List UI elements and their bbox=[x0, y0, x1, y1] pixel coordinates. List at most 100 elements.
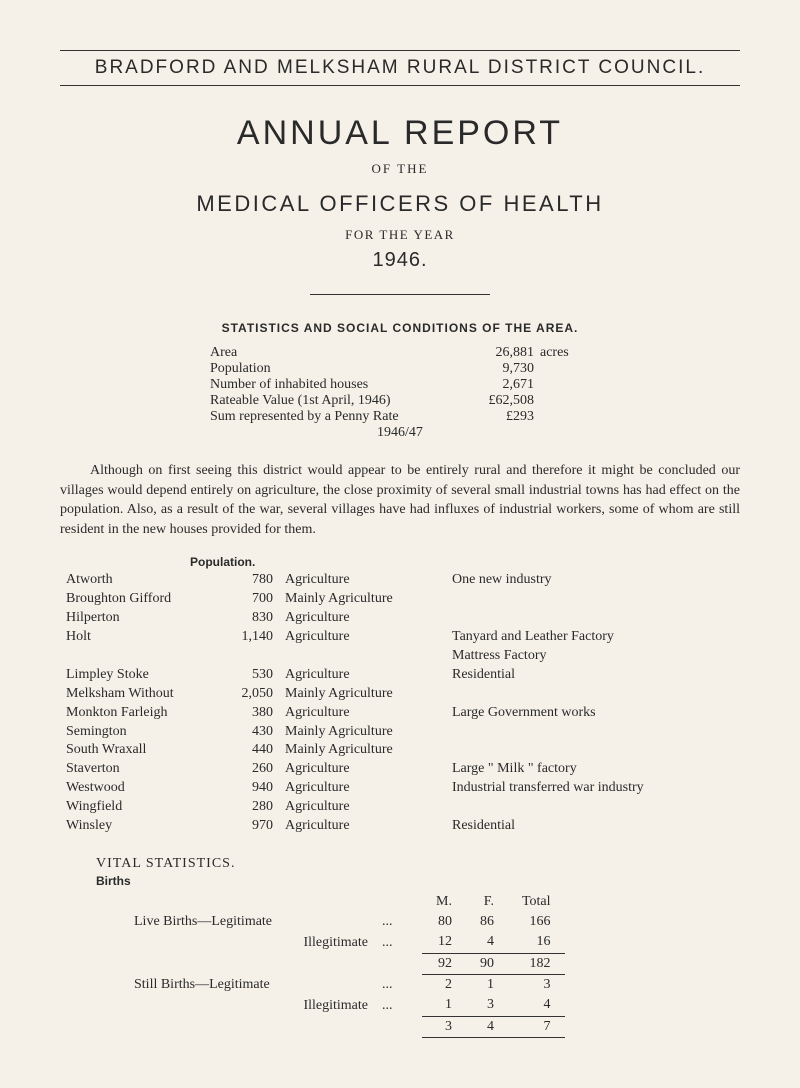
pop-place: Westwood bbox=[60, 779, 212, 798]
pop-note: Tanyard and Leather Factory bbox=[446, 628, 740, 647]
births-heading: Births bbox=[96, 874, 740, 888]
pop-place: Wingfield bbox=[60, 798, 212, 817]
cell: 3 bbox=[422, 1016, 466, 1037]
pop-note bbox=[446, 609, 740, 628]
pop-type: Agriculture bbox=[279, 798, 446, 817]
population-heading: Population. bbox=[190, 555, 740, 569]
pop-place: Limpley Stoke bbox=[60, 666, 212, 685]
table-row: Limpley Stoke530AgricultureResidential bbox=[60, 666, 740, 685]
cell: 4 bbox=[508, 995, 565, 1016]
pop-note: One new industry bbox=[446, 571, 740, 590]
pop-type: Agriculture bbox=[279, 779, 446, 798]
pop-num: 260 bbox=[212, 760, 279, 779]
stat-unit bbox=[534, 377, 590, 393]
table-row: Mattress Factory bbox=[60, 647, 740, 666]
report-title: ANNUAL REPORT bbox=[60, 114, 740, 153]
pop-num bbox=[212, 647, 279, 666]
pop-note bbox=[446, 741, 740, 760]
pop-place: Hilperton bbox=[60, 609, 212, 628]
council-name: BRADFORD AND MELKSHAM RURAL DISTRICT COU… bbox=[60, 57, 740, 79]
cell: 1 bbox=[466, 975, 508, 996]
still-illegit-label: Illegitimate bbox=[120, 995, 368, 1016]
pop-type: Agriculture bbox=[279, 571, 446, 590]
pop-note: Residential bbox=[446, 817, 740, 836]
pop-place: Semington bbox=[60, 723, 212, 742]
table-row: Semington430Mainly Agriculture bbox=[60, 723, 740, 742]
pop-type: Agriculture bbox=[279, 609, 446, 628]
pop-note bbox=[446, 798, 740, 817]
pop-place: Atworth bbox=[60, 571, 212, 590]
stats-heading: STATISTICS AND SOCIAL CONDITIONS OF THE … bbox=[60, 321, 740, 335]
live-legit-label: Live Births—Legitimate bbox=[120, 912, 368, 932]
cell: 166 bbox=[508, 912, 565, 932]
pop-note: Mattress Factory bbox=[446, 647, 740, 666]
officers-heading: MEDICAL OFFICERS OF HEALTH bbox=[60, 191, 740, 217]
pop-num: 780 bbox=[212, 571, 279, 590]
pop-type: Mainly Agriculture bbox=[279, 590, 446, 609]
table-row: Winsley970AgricultureResidential bbox=[60, 817, 740, 836]
pop-num: 2,050 bbox=[212, 685, 279, 704]
pop-type: Agriculture bbox=[279, 628, 446, 647]
pop-type: Agriculture bbox=[279, 817, 446, 836]
pop-place: Broughton Gifford bbox=[60, 590, 212, 609]
stat-value: 26,881 bbox=[464, 345, 534, 361]
cell: 4 bbox=[466, 1016, 508, 1037]
cell: 86 bbox=[466, 912, 508, 932]
pop-type: Mainly Agriculture bbox=[279, 741, 446, 760]
stat-label: Area bbox=[210, 345, 464, 361]
stat-value: £293 bbox=[464, 409, 534, 425]
pop-note: Industrial transferred war industry bbox=[446, 779, 740, 798]
pop-type: Mainly Agriculture bbox=[279, 723, 446, 742]
table-row: Staverton260AgricultureLarge " Milk " fa… bbox=[60, 760, 740, 779]
pop-note bbox=[446, 590, 740, 609]
population-table: Atworth780AgricultureOne new industryBro… bbox=[60, 571, 740, 835]
col-total: Total bbox=[508, 892, 565, 912]
stat-label: Population bbox=[210, 361, 464, 377]
table-row: South Wraxall440Mainly Agriculture bbox=[60, 741, 740, 760]
pop-num: 430 bbox=[212, 723, 279, 742]
stat-unit bbox=[534, 361, 590, 377]
pop-type: Agriculture bbox=[279, 666, 446, 685]
intro-paragraph: Although on first seeing this district w… bbox=[60, 461, 740, 539]
cell: 80 bbox=[422, 912, 466, 932]
table-row: Monkton Farleigh380AgricultureLarge Gove… bbox=[60, 704, 740, 723]
stat-value: 2,671 bbox=[464, 377, 534, 393]
pop-place: Monkton Farleigh bbox=[60, 704, 212, 723]
stat-unit: acres bbox=[534, 345, 590, 361]
cell: 7 bbox=[508, 1016, 565, 1037]
pop-type: Agriculture bbox=[279, 704, 446, 723]
pop-type: Agriculture bbox=[279, 760, 446, 779]
pop-note: Large Government works bbox=[446, 704, 740, 723]
cell: 3 bbox=[508, 975, 565, 996]
pop-num: 830 bbox=[212, 609, 279, 628]
area-statistics: Area 26,881 acres Population 9,730 Numbe… bbox=[210, 345, 590, 441]
table-row: Wingfield280Agriculture bbox=[60, 798, 740, 817]
pop-num: 440 bbox=[212, 741, 279, 760]
cell: 12 bbox=[422, 932, 466, 953]
table-row: Atworth780AgricultureOne new industry bbox=[60, 571, 740, 590]
pop-num: 380 bbox=[212, 704, 279, 723]
vital-stats-heading: VITAL STATISTICS. bbox=[96, 856, 740, 872]
table-row: Broughton Gifford700Mainly Agriculture bbox=[60, 590, 740, 609]
cell: 92 bbox=[422, 953, 466, 974]
pop-note bbox=[446, 685, 740, 704]
cell: 90 bbox=[466, 953, 508, 974]
pop-note: Residential bbox=[446, 666, 740, 685]
pop-place bbox=[60, 647, 212, 666]
live-illegit-label: Illegitimate bbox=[120, 932, 368, 953]
pop-num: 1,140 bbox=[212, 628, 279, 647]
pop-num: 700 bbox=[212, 590, 279, 609]
table-row: Westwood940AgricultureIndustrial transfe… bbox=[60, 779, 740, 798]
table-row: Holt1,140AgricultureTanyard and Leather … bbox=[60, 628, 740, 647]
table-row: Hilperton830Agriculture bbox=[60, 609, 740, 628]
pop-place: Melksham Without bbox=[60, 685, 212, 704]
cell: 1 bbox=[422, 995, 466, 1016]
table-row: Melksham Without2,050Mainly Agriculture bbox=[60, 685, 740, 704]
col-m: M. bbox=[422, 892, 466, 912]
pop-place: Winsley bbox=[60, 817, 212, 836]
cell: 16 bbox=[508, 932, 565, 953]
for-year-label: FOR THE YEAR bbox=[60, 227, 740, 243]
cell: 3 bbox=[466, 995, 508, 1016]
stat-label: Number of inhabited houses bbox=[210, 377, 464, 393]
pop-place: South Wraxall bbox=[60, 741, 212, 760]
